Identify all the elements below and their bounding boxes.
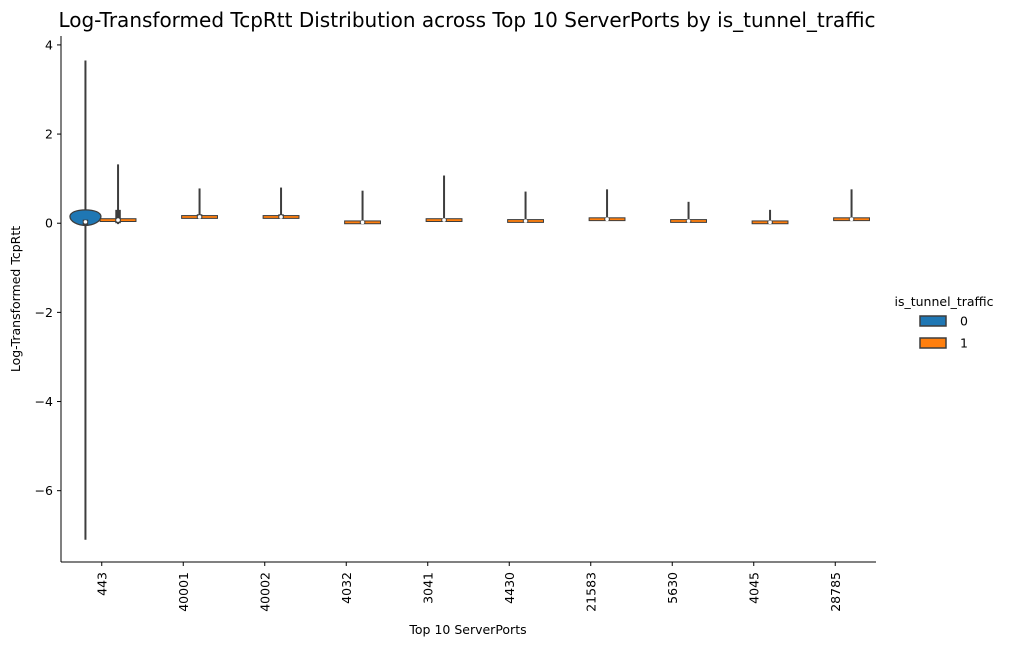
violin-3041-series-1: [425, 175, 463, 222]
violin-4430-series-1: [507, 191, 544, 223]
x-axis-label: Top 10 ServerPorts: [408, 622, 526, 637]
x-tick-label: 28785: [828, 572, 843, 612]
y-tick-label: 2: [45, 127, 53, 142]
legend: is_tunnel_traffic 0 1: [895, 294, 994, 351]
y-axis-label: Log-Transformed TcpRtt: [8, 226, 23, 372]
violin-median-point: [360, 220, 365, 225]
y-axis-ticks: −6 −4 −2 0 2 4: [35, 37, 61, 498]
violin-median-point: [523, 219, 528, 223]
plot-area: [69, 60, 870, 540]
x-tick-label: 21583: [583, 572, 598, 612]
violin-40001-series-1: [181, 188, 218, 219]
violin-4045-series-1: [751, 209, 789, 225]
violin-40002-series-1: [262, 187, 300, 219]
violin-443-series-1: [99, 164, 137, 225]
y-tick-label: 0: [45, 216, 53, 231]
violin-median-point: [197, 215, 202, 219]
legend-label-1: 1: [960, 336, 968, 351]
violin-median-point: [849, 217, 854, 222]
violin-median-point: [279, 215, 283, 219]
x-tick-label: 3041: [420, 572, 435, 604]
x-tick-label: 4430: [502, 572, 517, 604]
violin-4032-series-1: [344, 190, 381, 225]
violin-443-series-0: [69, 60, 102, 540]
violin-5630-series-1: [670, 201, 707, 223]
legend-label-0: 0: [960, 314, 968, 329]
violin-median-point: [442, 218, 446, 222]
x-tick-label: 40001: [176, 572, 191, 612]
violin-median-point: [686, 219, 691, 223]
legend-title: is_tunnel_traffic: [895, 294, 994, 309]
y-tick-label: −4: [35, 394, 53, 409]
legend-swatch-1: [919, 337, 947, 349]
violin-median-point: [768, 220, 772, 225]
violin-21583-series-1: [588, 189, 626, 222]
y-tick-label: 4: [45, 37, 53, 52]
y-tick-label: −6: [35, 483, 53, 498]
chart-title: Log-Transformed TcpRtt Distribution acro…: [58, 8, 875, 32]
x-tick-label: 4045: [746, 572, 761, 604]
violin-iqr-box: [115, 209, 121, 224]
legend-swatch-0: [919, 315, 947, 327]
y-tick-label: −2: [35, 305, 53, 320]
violin-median-point: [83, 220, 88, 224]
violin-median-point: [605, 217, 609, 222]
violin-median-point: [116, 218, 120, 222]
x-tick-label: 5630: [665, 572, 680, 604]
x-tick-label: 40002: [257, 572, 272, 612]
x-tick-label: 443: [94, 572, 109, 596]
violin-28785-series-1: [833, 189, 870, 222]
x-tick-label: 4032: [339, 572, 354, 604]
x-axis-ticks: 443 40001 40002 4032 3041 4430 21583 5630 4045 28…: [94, 562, 843, 612]
